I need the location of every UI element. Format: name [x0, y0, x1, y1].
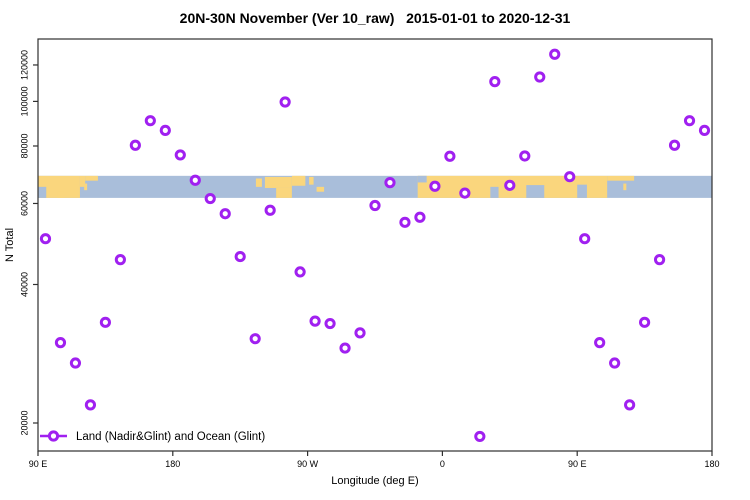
- data-point: [549, 48, 561, 60]
- y-axis-title: N Total: [4, 228, 16, 262]
- data-point: [444, 150, 456, 162]
- map-band-ocean-notch: [490, 186, 499, 198]
- data-point: [594, 337, 606, 349]
- data-point: [519, 150, 531, 162]
- plot-box: [37, 38, 713, 452]
- data-point: [369, 199, 381, 212]
- legend-marker-icon: [47, 430, 60, 442]
- x-tick-label: 180: [704, 459, 719, 469]
- data-point: [39, 233, 52, 245]
- data-point: [204, 192, 216, 205]
- map-band-land-segment: [276, 187, 292, 198]
- plot-area: [38, 39, 712, 451]
- y-tick-label: 60000: [19, 191, 29, 216]
- y-tick-label: 120000: [19, 50, 29, 80]
- data-point: [219, 208, 231, 220]
- map-band-land-segment: [309, 176, 314, 185]
- data-point: [129, 139, 141, 151]
- x-tick-label: 180: [165, 459, 180, 469]
- map-band-land-segment: [79, 175, 86, 187]
- map-band-land-segment: [38, 175, 80, 198]
- data-point: [264, 204, 276, 216]
- map-band-land-segment: [291, 175, 306, 186]
- x-tick-label: 90 E: [29, 459, 48, 469]
- data-point: [54, 337, 67, 349]
- data-point: [294, 266, 306, 278]
- data-point: [564, 171, 576, 183]
- data-point: [474, 430, 486, 443]
- map-band-ocean-notch: [526, 185, 545, 198]
- data-point: [489, 76, 501, 88]
- data-point: [429, 180, 441, 192]
- map-band-land-segment: [264, 176, 292, 188]
- data-point: [683, 115, 696, 127]
- data-point: [668, 139, 681, 151]
- x-tick-label: 90 E: [568, 459, 587, 469]
- data-point: [339, 342, 351, 354]
- map-band-ocean-notch: [417, 175, 427, 183]
- y-tick-label: 80000: [19, 133, 29, 158]
- data-point: [384, 177, 396, 189]
- data-point: [639, 316, 651, 328]
- x-tick-label: 90 W: [297, 459, 319, 469]
- data-point: [249, 333, 261, 345]
- map-band-land-segment: [607, 175, 635, 181]
- data-point: [159, 124, 171, 136]
- data-point: [534, 71, 546, 83]
- data-point: [653, 254, 666, 266]
- data-point: [69, 357, 82, 369]
- data-point: [309, 315, 321, 327]
- data-point: [698, 124, 711, 136]
- data-point: [144, 115, 156, 127]
- data-point: [414, 211, 426, 223]
- data-point: [459, 187, 471, 199]
- x-axis-title: Longitude (deg E): [331, 475, 418, 487]
- data-point: [324, 317, 336, 330]
- y-tick-label: 100000: [19, 86, 29, 116]
- data-point: [279, 96, 291, 108]
- data-point: [114, 254, 126, 266]
- data-point: [504, 179, 516, 191]
- map-band-land-segment: [57, 191, 65, 198]
- data-point: [579, 233, 591, 245]
- legend-label: Land (Nadir&Glint) and Ocean (Glint): [76, 431, 265, 443]
- map-band-ocean-notch: [577, 184, 587, 198]
- map-band-land-segment: [84, 183, 88, 191]
- x-tick-label: 0: [440, 459, 445, 469]
- data-point: [189, 174, 201, 186]
- data-point: [624, 399, 636, 411]
- data-point: [354, 327, 366, 339]
- chart-title: 20N-30N November (Ver 10_raw) 2015-01-01…: [179, 10, 571, 26]
- map-band-land-segment: [255, 178, 262, 187]
- data-point: [99, 316, 112, 328]
- map-band-ocean-notch: [38, 186, 47, 198]
- data-point: [609, 357, 621, 369]
- map-band-land-segment: [623, 183, 627, 191]
- map-band-land-segment: [85, 175, 98, 181]
- y-tick-label: 20000: [19, 410, 29, 435]
- data-point: [174, 149, 186, 161]
- data-point: [234, 250, 246, 263]
- y-tick-label: 40000: [19, 272, 29, 297]
- data-point: [84, 399, 97, 411]
- map-band-land-segment: [316, 186, 325, 192]
- data-point: [399, 216, 411, 228]
